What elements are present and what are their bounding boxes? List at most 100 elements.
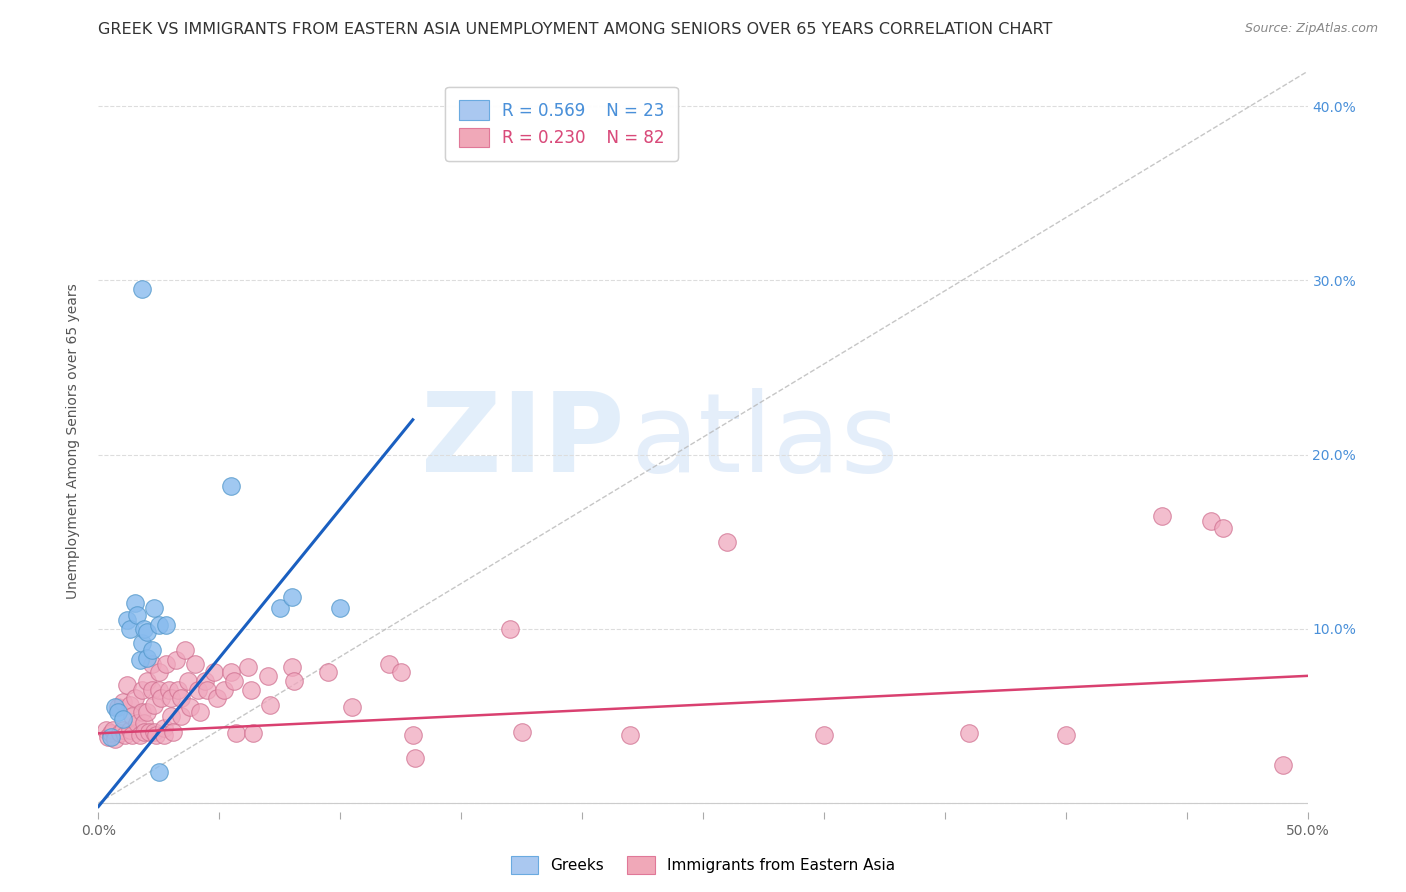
Point	[1199, 514, 1222, 528]
Point	[152, 721, 174, 735]
Point	[205, 691, 228, 706]
Point	[813, 728, 835, 742]
Legend: R = 0.569    N = 23, R = 0.230    N = 82: R = 0.569 N = 23, R = 0.230 N = 82	[446, 87, 678, 161]
Text: ZIP: ZIP	[420, 388, 624, 495]
Point	[239, 682, 262, 697]
Point	[157, 682, 180, 697]
Point	[111, 712, 134, 726]
Point	[269, 601, 291, 615]
Point	[143, 724, 166, 739]
Point	[238, 660, 260, 674]
Point	[498, 622, 520, 636]
Point	[212, 682, 235, 697]
Legend: Greeks, Immigrants from Eastern Asia: Greeks, Immigrants from Eastern Asia	[505, 850, 901, 880]
Point	[143, 601, 166, 615]
Point	[510, 724, 533, 739]
Text: GREEK VS IMMIGRANTS FROM EASTERN ASIA UNEMPLOYMENT AMONG SENIORS OVER 65 YEARS C: GREEK VS IMMIGRANTS FROM EASTERN ASIA UN…	[98, 22, 1053, 37]
Point	[281, 660, 304, 674]
Point	[155, 618, 177, 632]
Point	[111, 695, 134, 709]
Point	[148, 665, 170, 680]
Point	[148, 682, 170, 697]
Point	[134, 724, 156, 739]
Point	[342, 700, 364, 714]
Point	[121, 728, 143, 742]
Point	[1212, 521, 1234, 535]
Point	[155, 657, 177, 671]
Point	[124, 596, 146, 610]
Point	[131, 282, 153, 296]
Point	[143, 698, 166, 713]
Point	[128, 653, 150, 667]
Point	[194, 674, 217, 689]
Point	[101, 723, 124, 737]
Point	[135, 706, 157, 720]
Point	[225, 726, 247, 740]
Point	[188, 706, 211, 720]
Point	[167, 682, 190, 697]
Point	[259, 698, 281, 713]
Point	[404, 750, 426, 764]
Point	[1272, 757, 1295, 772]
Point	[281, 591, 304, 605]
Point	[138, 724, 160, 739]
Point	[118, 723, 141, 737]
Point	[152, 728, 174, 742]
Point	[184, 657, 207, 671]
Point	[131, 706, 153, 720]
Point	[377, 657, 399, 671]
Point	[716, 534, 738, 549]
Point	[1152, 508, 1174, 523]
Point	[97, 730, 120, 744]
Point	[128, 728, 150, 742]
Point	[329, 601, 352, 615]
Point	[107, 706, 129, 720]
Point	[141, 682, 163, 697]
Point	[104, 700, 127, 714]
Point	[221, 479, 243, 493]
Point	[114, 728, 136, 742]
Point	[118, 622, 141, 636]
Point	[135, 625, 157, 640]
Point	[283, 674, 305, 689]
Point	[169, 709, 191, 723]
Text: atlas: atlas	[630, 388, 898, 495]
Point	[187, 682, 209, 697]
Point	[145, 728, 167, 742]
Point	[141, 642, 163, 657]
Point	[169, 691, 191, 706]
Point	[221, 665, 243, 680]
Point	[100, 730, 122, 744]
Point	[619, 728, 641, 742]
Point	[134, 622, 156, 636]
Point	[117, 677, 139, 691]
Point	[111, 723, 134, 737]
Point	[179, 700, 201, 714]
Point	[160, 709, 183, 723]
Point	[160, 691, 183, 706]
Point	[135, 674, 157, 689]
Point	[124, 691, 146, 706]
Point	[162, 724, 184, 739]
Point	[108, 726, 131, 740]
Point	[174, 642, 197, 657]
Point	[141, 657, 163, 671]
Point	[204, 665, 226, 680]
Point	[121, 709, 143, 723]
Point	[316, 665, 339, 680]
Point	[242, 726, 264, 740]
Point	[94, 723, 117, 737]
Point	[402, 728, 425, 742]
Point	[177, 674, 200, 689]
Point	[134, 715, 156, 730]
Point	[127, 607, 149, 622]
Point	[195, 682, 218, 697]
Point	[107, 700, 129, 714]
Point	[118, 698, 141, 713]
Point	[117, 613, 139, 627]
Point	[150, 691, 173, 706]
Point	[100, 726, 122, 740]
Point	[256, 669, 278, 683]
Point	[104, 731, 127, 746]
Text: Source: ZipAtlas.com: Source: ZipAtlas.com	[1244, 22, 1378, 36]
